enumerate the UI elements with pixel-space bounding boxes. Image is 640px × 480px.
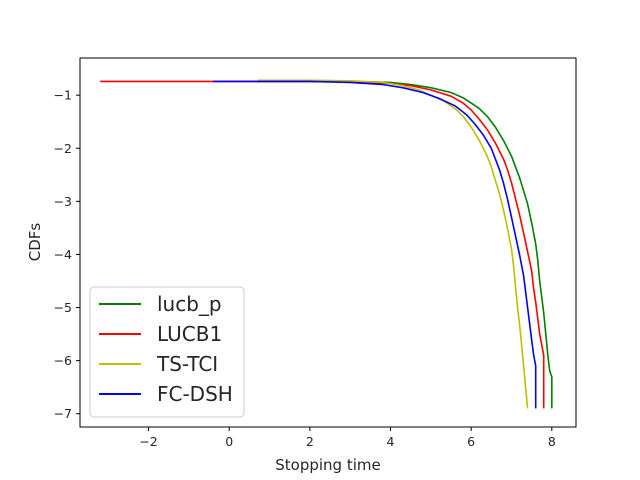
legend-label: TS-TCI <box>156 352 218 376</box>
y-tick-label: −3 <box>54 194 72 209</box>
series-line-fc-dsh <box>213 80 537 409</box>
plot-area <box>79 57 577 428</box>
y-tick-label: −6 <box>54 353 72 368</box>
y-axis-ticks: −1 −2 −3 −4 −5 −6 −7 <box>54 88 80 421</box>
legend-box <box>89 286 245 418</box>
legend-label: LUCB1 <box>157 322 222 346</box>
y-tick-label: −7 <box>54 406 72 421</box>
series-lines <box>100 79 553 409</box>
series-line-lucb-p <box>257 80 553 409</box>
legend-label: lucb_p <box>157 292 222 316</box>
series-line-ts-tci <box>257 79 529 409</box>
x-tick-label: 6 <box>467 434 475 449</box>
y-axis-label: CDFs <box>26 223 44 262</box>
y-tick-label: −4 <box>54 247 72 262</box>
legend-entries: lucb_p LUCB1 TS-TCI FC-DSH <box>99 292 233 406</box>
x-tick-label: 4 <box>387 434 395 449</box>
legend: lucb_p LUCB1 TS-TCI FC-DSH <box>89 286 245 418</box>
x-tick-label: 0 <box>225 434 233 449</box>
y-tick-label: −5 <box>54 300 72 315</box>
y-tick-label: −1 <box>54 88 72 103</box>
y-tick-label: −2 <box>54 141 72 156</box>
x-tick-label: 2 <box>306 434 314 449</box>
x-axis-ticks: −2 0 2 4 6 8 <box>139 427 556 449</box>
x-tick-label: −2 <box>139 434 157 449</box>
axes-frame <box>79 57 577 428</box>
x-tick-label: 8 <box>548 434 556 449</box>
legend-label: FC-DSH <box>157 382 233 406</box>
x-axis-label: Stopping time <box>275 456 380 474</box>
